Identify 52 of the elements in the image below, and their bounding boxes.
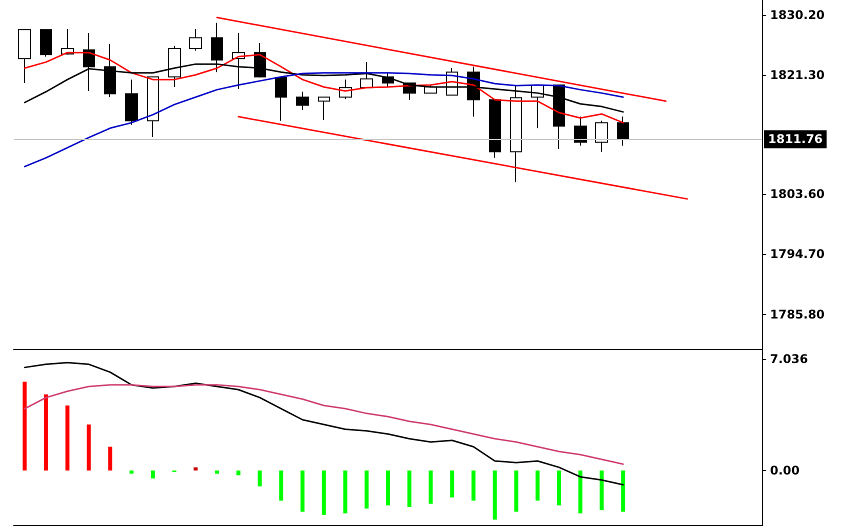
candlestick <box>275 77 287 122</box>
candlestick <box>189 28 202 52</box>
candlestick <box>296 91 309 110</box>
y-tick-label: 1821.30 <box>770 68 825 82</box>
bar <box>279 470 284 501</box>
bar <box>556 470 561 506</box>
candlestick <box>489 99 501 158</box>
bar <box>407 470 412 507</box>
bar <box>130 470 134 474</box>
line-series <box>24 362 624 486</box>
bar <box>258 470 262 486</box>
bar <box>492 470 497 520</box>
y-tick-label: 1794.70 <box>770 247 825 262</box>
bar <box>22 382 27 471</box>
y-tick-label: 0.00 <box>770 464 800 478</box>
candlestick <box>40 29 52 58</box>
y-tick-label: 1830.20 <box>770 8 825 22</box>
y-tick-label: 1803.60 <box>770 187 825 202</box>
ref-line-label: 1811.76 <box>768 132 823 146</box>
bar <box>215 470 220 474</box>
candlestick <box>617 116 629 146</box>
bar <box>194 467 198 471</box>
bar <box>65 405 70 471</box>
bar <box>514 470 518 512</box>
bar <box>108 446 112 471</box>
candlestick <box>574 116 587 146</box>
bar <box>578 470 582 514</box>
bar <box>386 470 390 506</box>
y-tick-label: 1785.80 <box>770 307 825 322</box>
bar <box>300 470 305 512</box>
bar <box>343 470 348 514</box>
bar <box>600 470 604 510</box>
bar <box>150 470 155 478</box>
bar <box>428 470 433 504</box>
bar <box>322 470 326 515</box>
bar <box>86 424 91 471</box>
candlestick <box>125 79 138 126</box>
bar <box>236 470 240 476</box>
bar <box>536 470 540 501</box>
candlestick <box>318 96 330 121</box>
bar <box>471 470 476 501</box>
line-series <box>24 72 624 168</box>
bar <box>621 470 626 512</box>
bar <box>450 470 454 498</box>
y-tick-label: 7.036 <box>770 352 808 366</box>
line-series <box>24 384 624 465</box>
bar <box>44 394 48 471</box>
candlestick <box>147 76 159 138</box>
candlestick <box>595 120 608 152</box>
bar <box>364 470 369 509</box>
candlestick <box>18 29 31 84</box>
line-series <box>24 52 624 124</box>
